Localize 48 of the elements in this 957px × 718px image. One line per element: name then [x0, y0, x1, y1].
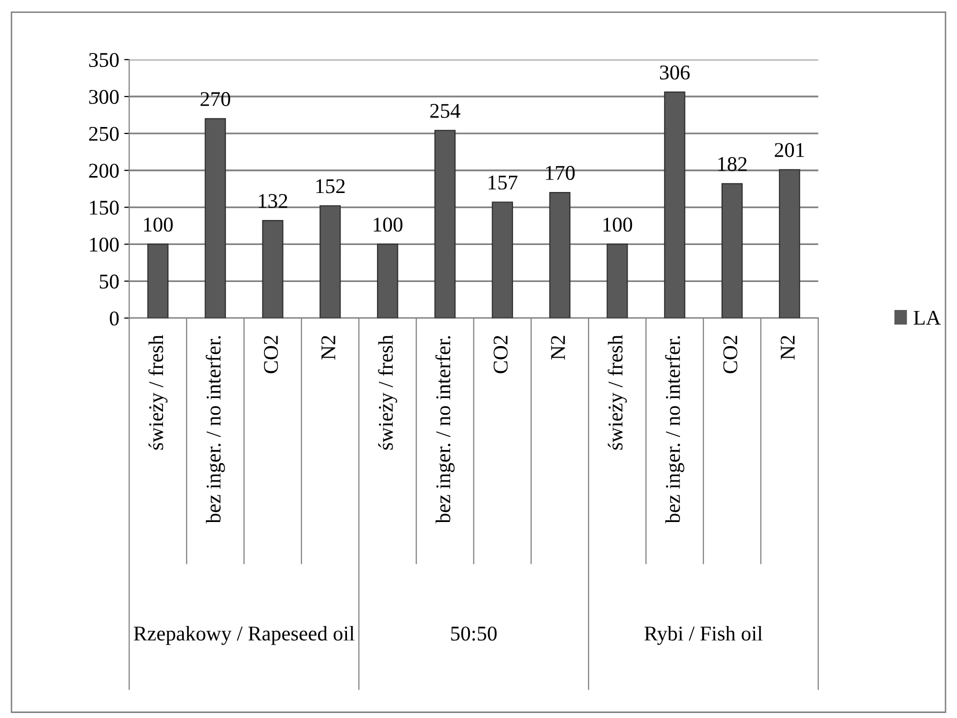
x-tick-label: świeży / fresh — [148, 335, 168, 450]
bar — [262, 220, 284, 318]
bar — [204, 118, 226, 318]
x-tick-label: bez inger. / no interfer. — [435, 336, 455, 524]
data-label: 201 — [774, 143, 804, 158]
data-label: 157 — [488, 176, 518, 190]
bar — [492, 202, 514, 318]
data-label: 170 — [546, 166, 575, 180]
x-tick-label: świeży / fresh — [608, 335, 627, 450]
bar — [376, 244, 398, 318]
x-tick-label: CO2 — [264, 336, 278, 374]
legend-label: LA — [914, 310, 941, 325]
data-label: 270 — [200, 92, 230, 106]
data-label: 306 — [660, 65, 690, 80]
y-tick-label: 200 — [89, 164, 119, 178]
x-tick-label: N2 — [321, 336, 336, 360]
x-tick-label: świeży / fresh — [378, 335, 398, 450]
text: Rzepakowy / Rapeseed oil — [134, 626, 354, 645]
y-tick-label: 150 — [90, 200, 119, 215]
x-tick-label: N2 — [551, 336, 565, 360]
bar — [434, 130, 456, 318]
data-label: 152 — [316, 179, 345, 194]
bar — [722, 183, 743, 318]
bar — [664, 92, 686, 318]
bar — [778, 169, 800, 318]
bar — [549, 192, 570, 318]
text: Rybi / Fish oil — [644, 626, 762, 645]
data-label: 100 — [374, 218, 402, 232]
data-label: 182 — [718, 157, 747, 172]
x-tick-label: CO2 — [723, 336, 738, 374]
text: 50:50 — [451, 626, 497, 641]
x-tick-label: CO2 — [494, 336, 508, 374]
bar — [606, 244, 628, 318]
data-label: 100 — [144, 218, 173, 232]
y-tick-label: 100 — [90, 238, 119, 252]
y-tick-label: 0 — [110, 311, 119, 326]
bar — [320, 205, 341, 318]
x-tick-label: bez inger. / no interfer. — [665, 336, 684, 524]
x-tick-label: N2 — [780, 336, 795, 360]
y-tick-label: 50 — [100, 274, 119, 289]
data-label: 132 — [258, 194, 288, 208]
y-tick-label: 350 — [89, 52, 119, 68]
bar — [147, 244, 169, 318]
y-tick-label: 250 — [89, 126, 119, 141]
data-label: 254 — [430, 104, 460, 118]
x-tick-label: bez inger. / no interfer. — [206, 336, 225, 524]
y-tick-label: 300 — [89, 90, 119, 104]
data-label: 100 — [603, 218, 632, 232]
